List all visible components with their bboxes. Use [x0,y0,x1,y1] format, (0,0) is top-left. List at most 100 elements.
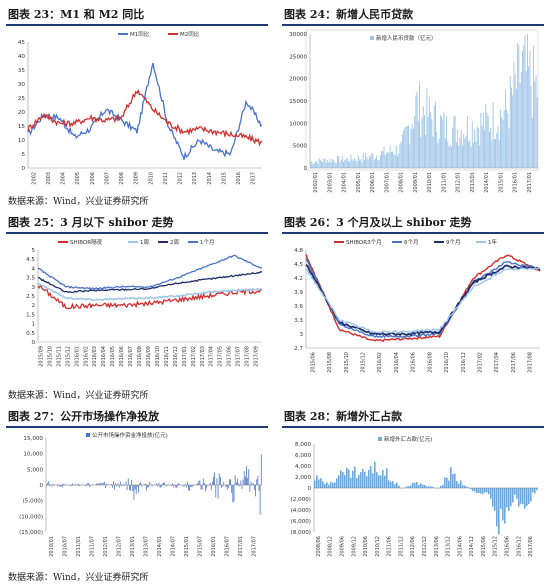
bar [114,485,116,490]
bar [132,485,134,492]
bar [214,472,216,485]
bar [110,483,112,485]
bar [466,486,468,488]
bar [357,155,359,168]
bar [236,478,238,485]
bar [232,485,234,503]
bar [416,481,418,488]
bar [99,482,101,485]
bar [149,481,151,485]
bar [510,488,512,507]
bar [420,137,422,168]
bar [61,485,63,488]
bar [160,485,162,488]
bar [325,163,327,168]
bar [90,485,92,486]
bar [255,485,256,497]
bar [398,153,400,168]
bar [421,117,423,168]
bar [341,155,343,168]
y-tick-label: 4 [31,266,35,272]
bar [526,488,528,506]
bar [105,485,106,489]
bar [191,485,193,488]
x-tick-label: 2016/02 [377,352,383,373]
x-tick-label: 2016/06 [411,352,417,373]
y-tick-label: (6,000) [291,519,311,525]
bar [416,91,418,168]
bar [344,159,346,168]
bar [359,159,360,168]
bar [217,485,219,499]
bar [136,485,138,487]
bar [493,139,495,168]
bar [460,480,462,488]
bar [46,485,47,487]
bar [140,482,142,485]
bar [393,154,395,168]
legend-label: 6个月 [404,239,419,246]
bar [102,482,104,485]
bar [118,485,120,488]
bar [475,141,477,168]
bar [373,159,375,168]
bar [444,477,446,488]
x-tick-label: 2014/06 [457,536,463,557]
x-tick-label: 2016/08 [427,352,433,373]
bar [518,45,520,168]
bar [508,488,510,511]
y-tick-label: 5000 [293,144,308,150]
chart-new-loans: 0 5000 10000 15000 20000 25000 30000 2002/01 200… [289,29,539,193]
x-tick-label: 2016/08 [137,346,143,367]
x-tick-label: 2016/07 [224,536,230,557]
x-tick-label: 2017/09 [254,346,260,367]
bar [410,128,412,168]
bar [334,162,336,168]
bar [436,131,438,168]
bar [433,105,435,168]
bar [386,468,388,488]
bar [448,480,450,488]
bar [384,155,386,168]
bar [75,484,77,485]
bar [241,485,243,489]
chart-title: 图表 26：3 个月及以上 shibor 走势 [284,216,472,229]
x-tick-label: 2007 [104,172,110,185]
bar [123,483,125,485]
bar [395,145,397,168]
bar [318,479,320,488]
series-line [37,270,263,294]
y-tick-label: 0 [307,486,311,492]
bar [506,109,508,168]
bar [71,485,72,486]
x-tick-label: 2013/12 [446,536,452,557]
x-tick-label: 2014/12 [469,536,475,557]
x-tick-label: 2017/08 [528,352,534,373]
x-tick-label: 2017/01 [527,172,533,193]
bar [338,155,340,168]
legend-swatch [86,433,90,437]
bar [509,76,511,168]
x-tick-label: 2017/08 [245,346,251,367]
y-tick-label: 40 [18,54,26,60]
title-rule [6,232,268,234]
bar [84,485,86,486]
bar [239,485,241,487]
bar [444,138,446,168]
series-line [37,283,263,310]
bar [432,486,434,488]
x-tick-label: 2009 [134,172,140,185]
y-tick-label: 3 [299,332,303,338]
bar [384,475,386,488]
chart-title: 图表 27：公开市场操作净投放 [8,410,160,423]
bar [161,483,163,485]
bar [530,488,532,502]
bar [458,483,460,488]
bar [124,485,126,486]
x-tick-label: 2015/11 [56,346,62,367]
x-tick-label: 2013/01 [470,172,476,193]
bar [243,471,245,485]
bar [121,485,122,487]
bar [106,483,108,485]
bar [474,488,476,492]
